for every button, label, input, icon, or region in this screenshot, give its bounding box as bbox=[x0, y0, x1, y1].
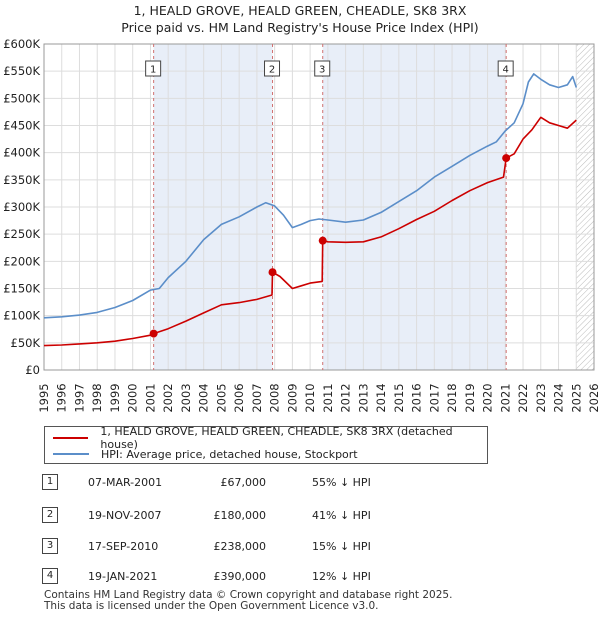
y-tick-label: £350K bbox=[3, 173, 40, 187]
sale-hpi-relation: 41% ↓ HPI bbox=[312, 509, 371, 522]
sale-label-box bbox=[264, 60, 281, 77]
y-tick-label: £600K bbox=[3, 37, 40, 51]
sale-row: 1 07-MAR-2001 £67,000 55% ↓ HPI bbox=[0, 472, 600, 492]
x-tick-label: 1996 bbox=[55, 383, 69, 412]
x-tick-label: 2020 bbox=[481, 383, 495, 412]
x-tick-label: 2023 bbox=[534, 383, 548, 412]
sale-number: 2 bbox=[42, 507, 58, 523]
x-tick-label: 2014 bbox=[374, 383, 388, 412]
sale-date: 19-JAN-2021 bbox=[88, 570, 158, 583]
sale-row: 2 19-NOV-2007 £180,000 41% ↓ HPI bbox=[0, 505, 600, 525]
x-tick-label: 2004 bbox=[197, 383, 211, 412]
sale-price: £180,000 bbox=[213, 509, 267, 522]
legend-blue-line bbox=[53, 453, 89, 455]
x-tick-label: 2012 bbox=[339, 383, 353, 412]
sale-number: 1 bbox=[42, 474, 58, 490]
x-tick-label: 2000 bbox=[126, 383, 140, 412]
y-tick-label: £150K bbox=[3, 282, 40, 296]
sale-label-box bbox=[497, 60, 514, 77]
x-tick-label: 2010 bbox=[303, 383, 317, 412]
y-tick-label: £500K bbox=[3, 91, 40, 105]
hpi-line bbox=[43, 73, 578, 319]
chart-title: 1, HEALD GROVE, HEALD GREEN, CHEADLE, SK… bbox=[0, 2, 600, 36]
legend-item-property: 1, HEALD GROVE, HEALD GREEN, CHEADLE, SK… bbox=[53, 425, 487, 451]
y-tick-label: £550K bbox=[3, 64, 40, 78]
x-tick-label: 2008 bbox=[268, 383, 282, 412]
sale-point bbox=[502, 154, 511, 163]
sale-point bbox=[268, 268, 277, 277]
y-tick-label: £400K bbox=[3, 146, 40, 160]
y-tick-label: £250K bbox=[3, 227, 40, 241]
footer-copyright: Contains HM Land Registry data © Crown c… bbox=[44, 589, 453, 601]
title-line-2: Price paid vs. HM Land Registry's House … bbox=[121, 20, 479, 35]
x-tick-label: 2016 bbox=[410, 383, 424, 412]
x-tick-label: 2021 bbox=[498, 383, 512, 412]
x-tick-label: 2019 bbox=[463, 383, 477, 412]
x-tick-label: 2002 bbox=[161, 383, 175, 412]
plot-frame bbox=[43, 43, 595, 371]
x-tick-label: 2001 bbox=[143, 383, 157, 412]
x-tick-label: 2026 bbox=[587, 383, 600, 412]
x-tick-label: 2005 bbox=[214, 383, 228, 412]
sale-label-box bbox=[314, 60, 331, 77]
y-tick-label: £50K bbox=[11, 336, 41, 350]
x-tick-label: 2015 bbox=[392, 383, 406, 412]
x-tick-label: 2017 bbox=[427, 383, 441, 412]
y-tick-label: £300K bbox=[3, 200, 40, 214]
x-tick-label: 2013 bbox=[356, 383, 370, 412]
sale-price: £67,000 bbox=[220, 476, 267, 489]
sale-hpi-relation: 55% ↓ HPI bbox=[312, 476, 371, 489]
sale-label-box bbox=[145, 60, 162, 77]
x-tick-label: 2022 bbox=[516, 383, 530, 412]
sale-number: 3 bbox=[42, 538, 58, 554]
x-tick-label: 2006 bbox=[232, 383, 246, 412]
sale-hpi-relation: 12% ↓ HPI bbox=[312, 570, 371, 583]
sale-date: 17-SEP-2010 bbox=[88, 540, 159, 553]
legend: 1, HEALD GROVE, HEALD GREEN, CHEADLE, SK… bbox=[44, 425, 488, 464]
sale-price: £390,000 bbox=[213, 570, 267, 583]
x-tick-label: 2018 bbox=[445, 383, 459, 412]
x-tick-label: 1999 bbox=[108, 383, 122, 412]
x-tick-label: 2009 bbox=[285, 383, 299, 412]
x-tick-label: 1995 bbox=[37, 383, 51, 412]
sale-date: 19-NOV-2007 bbox=[88, 509, 162, 522]
legend-red-line bbox=[53, 437, 89, 439]
sale-label-number: 3 bbox=[319, 65, 325, 76]
title-line-1: 1, HEALD GROVE, HEALD GREEN, CHEADLE, SK… bbox=[133, 3, 467, 18]
y-tick-label: £0 bbox=[25, 363, 40, 377]
sale-label-number: 1 bbox=[150, 65, 156, 76]
legend-property-label: 1, HEALD GROVE, HEALD GREEN, CHEADLE, SK… bbox=[100, 425, 453, 451]
sale-date: 07-MAR-2001 bbox=[88, 476, 163, 489]
x-tick-label: 1998 bbox=[90, 383, 104, 412]
sale-point bbox=[318, 236, 327, 245]
sale-row: 3 17-SEP-2010 £238,000 15% ↓ HPI bbox=[0, 536, 600, 556]
sale-price: £238,000 bbox=[213, 540, 267, 553]
footer-license: This data is licensed under the Open Gov… bbox=[44, 600, 379, 612]
sale-number: 4 bbox=[42, 568, 58, 584]
legend-hpi-label: HPI: Average price, detached house, Stoc… bbox=[101, 447, 358, 461]
y-tick-label: £450K bbox=[3, 119, 40, 133]
sale-row: 4 19-JAN-2021 £390,000 12% ↓ HPI bbox=[0, 566, 600, 586]
y-tick-label: £200K bbox=[3, 254, 40, 268]
x-tick-label: 2003 bbox=[179, 383, 193, 412]
x-tick-label: 2024 bbox=[552, 383, 566, 412]
x-tick-label: 2007 bbox=[250, 383, 264, 412]
x-tick-label: 1997 bbox=[72, 383, 86, 412]
sale-label-number: 4 bbox=[502, 65, 508, 76]
sale-point bbox=[149, 329, 158, 338]
legend-item-hpi: HPI: Average price, detached house, Stoc… bbox=[53, 446, 358, 462]
price-chart: £0 £50K £100K £150K £200K £250K £300K £350K £400… bbox=[3, 37, 600, 413]
y-tick-label: £100K bbox=[3, 309, 40, 323]
x-tick-label: 2025 bbox=[569, 383, 583, 412]
x-tick-label: 2011 bbox=[321, 383, 335, 412]
footer: Contains HM Land Registry data © Crown c… bbox=[44, 590, 452, 612]
sale-hpi-relation: 15% ↓ HPI bbox=[312, 540, 371, 553]
sale-label-number: 2 bbox=[269, 65, 275, 76]
